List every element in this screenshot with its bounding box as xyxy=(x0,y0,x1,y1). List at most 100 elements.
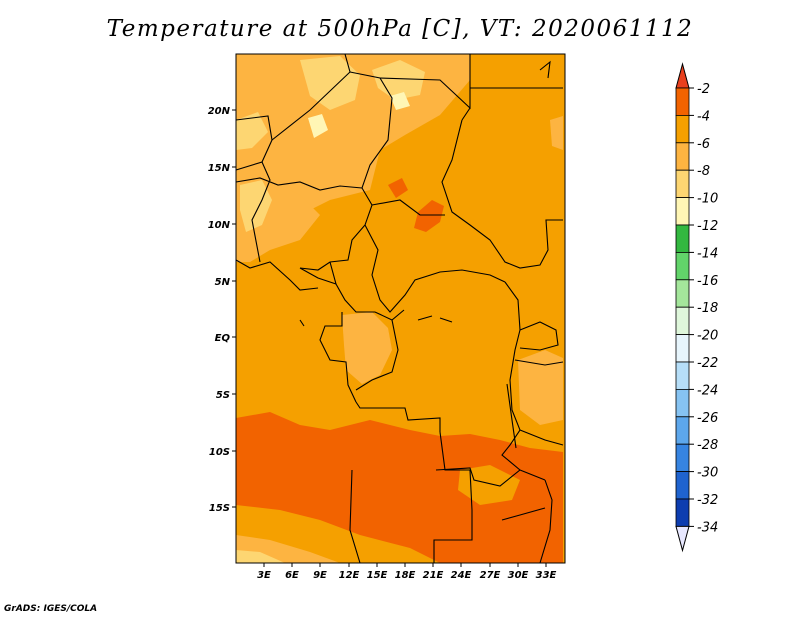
field-pale-patch xyxy=(300,56,360,110)
field-light-east xyxy=(518,350,563,425)
colorbar-segment xyxy=(675,498,690,527)
lon-label: 33E xyxy=(536,570,557,581)
border-line xyxy=(355,401,441,432)
border-line xyxy=(299,267,337,285)
border-line xyxy=(461,107,471,121)
field-cream-patch xyxy=(390,92,410,110)
field-warm-patch xyxy=(388,178,408,198)
lat-axis: 20N 15N 10N 5N EQ 5S 10S 15S xyxy=(208,106,236,514)
map-title: Temperature at 500hPa [C], VT: 202006111… xyxy=(106,16,694,42)
colorbar-top-triangle xyxy=(675,62,690,89)
field-pale-patch xyxy=(236,112,268,150)
colorbar-label: -26 xyxy=(697,411,718,426)
border-line xyxy=(364,224,506,313)
colorbar-segment xyxy=(675,416,690,445)
field-warm-band xyxy=(236,412,563,563)
colorbar: -2 -4 -6 -8 -10 -12 -14 -16 -18 -20 -22 -24 -26 -28 -3… xyxy=(675,62,718,553)
colorbar-label: -18 xyxy=(697,301,718,316)
country-borders xyxy=(235,53,564,564)
coastline xyxy=(539,60,551,79)
lat-label: 15N xyxy=(208,163,231,174)
colorbar-label: -14 xyxy=(697,246,718,261)
lon-label: 3E xyxy=(257,570,271,581)
lat-label: 20N xyxy=(208,106,231,117)
lon-label: 12E xyxy=(339,570,360,581)
colorbar-segment xyxy=(675,388,690,418)
lon-label: 18E xyxy=(395,570,416,581)
colorbar-segment xyxy=(675,361,690,390)
field-pale-patch xyxy=(240,180,272,232)
colorbar-label: -10 xyxy=(697,192,718,207)
lon-axis: 3E 6E 9E 12E 15E 18E 21E 24E 27E 30E 33E xyxy=(257,563,557,581)
colorbar-label: -34 xyxy=(697,520,718,535)
colorbar-label: -32 xyxy=(697,493,718,508)
field-light-central xyxy=(342,312,392,384)
border-line xyxy=(519,321,559,351)
border-line xyxy=(319,312,357,403)
lon-label: 27E xyxy=(480,570,501,581)
lat-label: 5N xyxy=(215,277,231,288)
colorbar-label: -16 xyxy=(697,274,718,289)
colorbar-label: -8 xyxy=(697,164,710,179)
border-line xyxy=(271,53,351,141)
colorbar-label: -30 xyxy=(697,466,718,481)
colorbar-segment xyxy=(675,224,690,253)
field-southwest-pale xyxy=(236,550,285,563)
colorbar-segment xyxy=(675,169,690,198)
border-line xyxy=(235,177,363,191)
border-line xyxy=(501,507,546,521)
colorbar-segment xyxy=(675,142,690,171)
lon-label: 6E xyxy=(285,570,299,581)
colorbar-segment xyxy=(675,334,690,363)
border-line xyxy=(514,359,564,366)
grads-credit: GrADS: IGES/COLA xyxy=(4,604,98,614)
temperature-field xyxy=(236,54,565,563)
field-pale-patch xyxy=(372,60,425,100)
colorbar-label: -2 xyxy=(697,82,710,97)
colorbar-label: -6 xyxy=(697,137,710,152)
border-line xyxy=(371,199,445,216)
colorbar-segment xyxy=(675,197,690,226)
border-line xyxy=(441,119,563,269)
lon-label: 24E xyxy=(451,570,472,581)
colorbar-label: -24 xyxy=(697,383,718,398)
colorbar-label: -28 xyxy=(697,438,718,453)
colorbar-segment xyxy=(675,306,690,336)
border-line xyxy=(433,469,473,563)
coastline xyxy=(235,259,319,291)
colorbar-segment xyxy=(675,279,690,308)
colorbar-label: -22 xyxy=(697,356,718,371)
lon-label: 9E xyxy=(313,570,327,581)
lon-label: 15E xyxy=(367,570,388,581)
border-line xyxy=(251,161,271,263)
colorbar-bottom-triangle xyxy=(675,525,690,553)
colorbar-segment xyxy=(675,251,690,281)
field-warm-patch xyxy=(414,200,444,232)
colorbar-segment xyxy=(675,471,690,500)
colorbar-label: -4 xyxy=(697,109,710,124)
border-line xyxy=(349,469,361,564)
field-cream-patch xyxy=(308,114,328,138)
border-line xyxy=(379,54,471,110)
lat-label: EQ xyxy=(215,333,231,344)
lat-label: 10S xyxy=(209,447,230,458)
border-line xyxy=(539,479,553,564)
lat-label: 10N xyxy=(208,220,231,231)
coastline xyxy=(299,319,305,327)
field-light-patch xyxy=(550,116,563,150)
lake xyxy=(506,383,517,449)
field-inner-patch xyxy=(458,465,520,505)
lat-label: 5S xyxy=(216,390,230,401)
lat-label: 15S xyxy=(209,503,230,514)
lon-label: 21E xyxy=(423,570,444,581)
colorbar-segment xyxy=(675,87,690,116)
colorbar-label: -12 xyxy=(697,219,718,234)
colorbar-label: -20 xyxy=(697,329,718,344)
lon-label: 30E xyxy=(508,570,529,581)
border-line xyxy=(435,467,546,487)
lake xyxy=(417,315,453,323)
border-line xyxy=(501,281,521,471)
colorbar-segment xyxy=(675,115,690,144)
border-line xyxy=(519,429,564,446)
